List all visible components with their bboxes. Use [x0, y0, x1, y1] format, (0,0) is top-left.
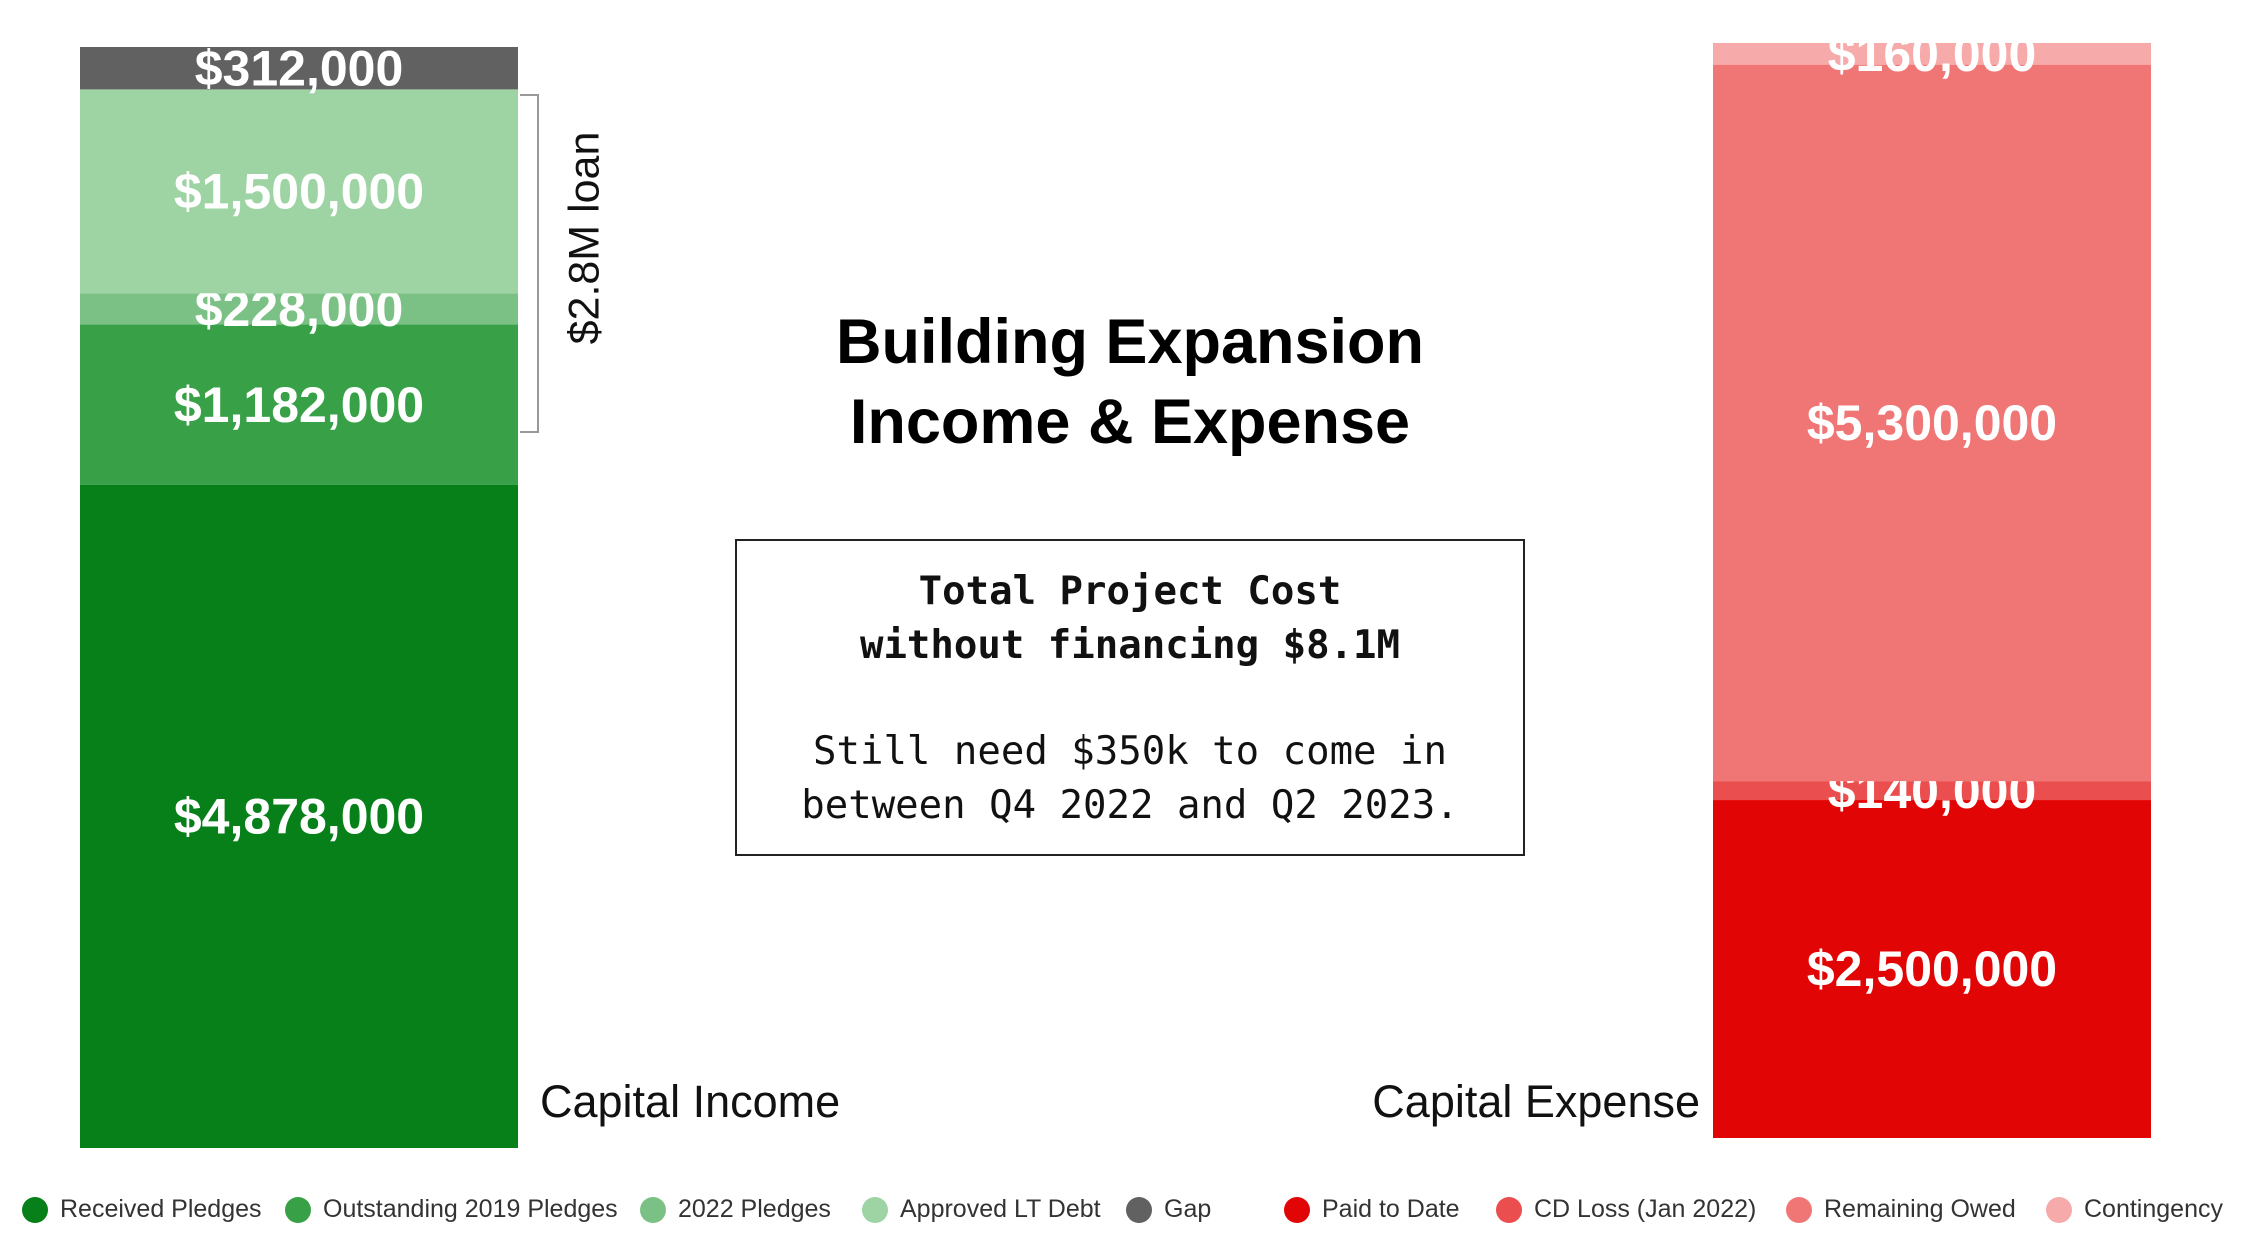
- info-body: Still need $350k to come in between Q4 2…: [737, 725, 1523, 833]
- legend-item: Paid to Date: [1284, 1195, 1460, 1224]
- bar-segment-label-1-0: $2,500,000: [1807, 941, 2057, 997]
- bar-segment-label-1-2: $5,300,000: [1807, 395, 2057, 451]
- bar-segment-label-0-4: $312,000: [195, 40, 404, 96]
- legend-item: Outstanding 2019 Pledges: [285, 1195, 618, 1224]
- legend-dot-icon: [640, 1196, 666, 1223]
- info-heading-line-2: without financing $8.1M: [859, 623, 1401, 668]
- legend-label: Received Pledges: [60, 1195, 262, 1223]
- legend-label: CD Loss (Jan 2022): [1534, 1195, 1757, 1223]
- loan-bracket-label: $2.8M loan: [560, 131, 609, 345]
- legend-label: 2022 Pledges: [678, 1195, 831, 1223]
- info-body-line-1: Still need $350k to come in: [813, 729, 1447, 774]
- bar-segment-label-1-3: $160,000: [1828, 26, 2037, 82]
- loan-bracket: [520, 94, 539, 433]
- title-line-1: Building Expansion: [835, 307, 1424, 377]
- info-heading-line-1: Total Project Cost: [918, 569, 1342, 614]
- legend-dot-icon: [1284, 1196, 1310, 1223]
- bar-segment-1-0: [1713, 800, 2151, 1138]
- chart-title: Building Expansion Income & Expense: [730, 302, 1530, 462]
- legend-item: 2022 Pledges: [640, 1195, 831, 1224]
- bar-segment-0-1: [80, 324, 518, 485]
- bar-segment-label-0-1: $1,182,000: [174, 377, 424, 433]
- legend-dot-icon: [2046, 1196, 2072, 1223]
- bar-segment-0-2: [80, 293, 518, 325]
- legend-dot-icon: [862, 1196, 888, 1223]
- bar-segment-1-1: [1713, 781, 2151, 801]
- bar-segment-label-0-3: $1,500,000: [174, 164, 424, 220]
- info-body-line-2: between Q4 2022 and Q2 2023.: [801, 783, 1459, 828]
- bar-segment-0-0: [80, 484, 518, 1148]
- legend-label: Outstanding 2019 Pledges: [323, 1195, 618, 1223]
- legend-label: Approved LT Debt: [900, 1195, 1101, 1223]
- loan-bracket-line: [520, 94, 539, 433]
- legend-dot-icon: [285, 1196, 311, 1223]
- legend-item: Contingency: [2046, 1195, 2223, 1224]
- legend-item: Remaining Owed: [1786, 1195, 2016, 1224]
- legend-item: Gap: [1126, 1195, 1211, 1224]
- bar-segment-label-0-0: $4,878,000: [174, 789, 424, 845]
- info-box: Total Project Cost without financing $8.…: [735, 539, 1525, 856]
- legend-dot-icon: [1126, 1196, 1152, 1223]
- bar-segment-0-4: [80, 47, 518, 90]
- bar-segment-0-3: [80, 89, 518, 294]
- legend-item: CD Loss (Jan 2022): [1496, 1195, 1756, 1224]
- bars-layer: $4,878,000$1,182,000$228,000$1,500,000$3…: [80, 26, 2151, 1148]
- legend-item: Approved LT Debt: [862, 1195, 1101, 1224]
- legend-label: Paid to Date: [1322, 1195, 1460, 1223]
- legend-dot-icon: [1496, 1196, 1522, 1223]
- info-heading: Total Project Cost without financing $8.…: [737, 565, 1523, 673]
- expense-bar-name: Capital Expense: [1372, 1076, 1700, 1127]
- legend-label: Remaining Owed: [1824, 1195, 2016, 1223]
- legend-item: Received Pledges: [22, 1195, 262, 1224]
- legend-label: Contingency: [2084, 1195, 2223, 1223]
- income-bar-name: Capital Income: [540, 1076, 840, 1127]
- legend-dot-icon: [1786, 1196, 1812, 1223]
- bar-segment-1-3: [1713, 43, 2151, 65]
- legend-dot-icon: [22, 1196, 48, 1223]
- legend-label: Gap: [1164, 1195, 1212, 1223]
- bar-segment-1-2: [1713, 64, 2151, 782]
- title-line-2: Income & Expense: [849, 387, 1411, 457]
